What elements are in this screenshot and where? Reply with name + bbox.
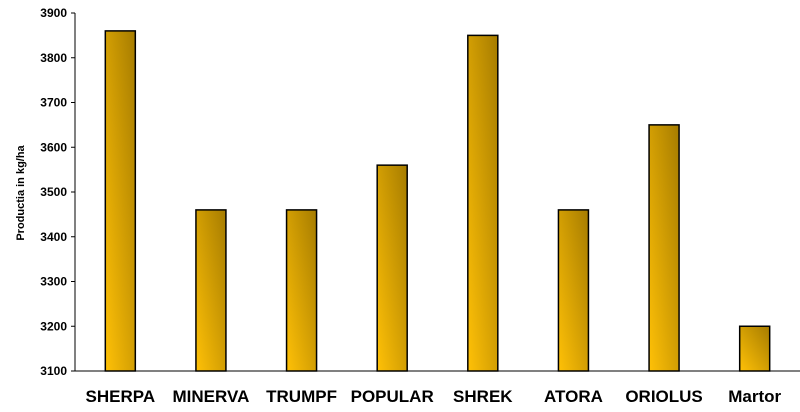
x-tick-label: TRUMPF bbox=[266, 387, 337, 406]
y-tick-label: 3400 bbox=[40, 230, 67, 244]
bar-popular bbox=[376, 164, 408, 372]
bar-martor bbox=[738, 325, 771, 372]
y-tick-label: 3300 bbox=[40, 275, 67, 289]
x-tick-label: POPULAR bbox=[351, 387, 434, 406]
y-tick-labels: 3100 3200 3300 3400 3500 3600 3700 3800 3900 bbox=[40, 6, 75, 378]
y-tick-label: 3900 bbox=[40, 6, 67, 20]
y-tick-label: 3800 bbox=[40, 51, 67, 65]
x-tick-label: ATORA bbox=[544, 387, 603, 406]
x-tick-label: Martor bbox=[728, 387, 781, 406]
y-tick-label: 3100 bbox=[40, 364, 67, 378]
x-category-labels: SHERPA MINERVA TRUMPF POPULAR SHREK ATORA ORIO… bbox=[86, 387, 782, 406]
bar-trumpf bbox=[285, 209, 318, 372]
bars bbox=[104, 30, 771, 372]
x-tick-label: SHERPA bbox=[86, 387, 156, 406]
axes bbox=[74, 13, 800, 372]
x-tick-label: SHREK bbox=[453, 387, 513, 406]
x-tick-label: ORIOLUS bbox=[625, 387, 702, 406]
x-tick-label: MINERVA bbox=[173, 387, 250, 406]
y-tick-label: 3600 bbox=[40, 140, 67, 154]
bar-shrek bbox=[467, 34, 499, 372]
y-tick-label: 3500 bbox=[40, 185, 67, 199]
y-tick-label: 3200 bbox=[40, 319, 67, 333]
y-axis-title: Productia in kg/ha bbox=[15, 144, 27, 240]
bar-atora bbox=[557, 209, 590, 372]
bar-minerva bbox=[195, 209, 227, 372]
bar-sherpa bbox=[104, 30, 137, 372]
y-tick-label: 3700 bbox=[40, 96, 67, 110]
bar-oriolus bbox=[648, 124, 680, 372]
